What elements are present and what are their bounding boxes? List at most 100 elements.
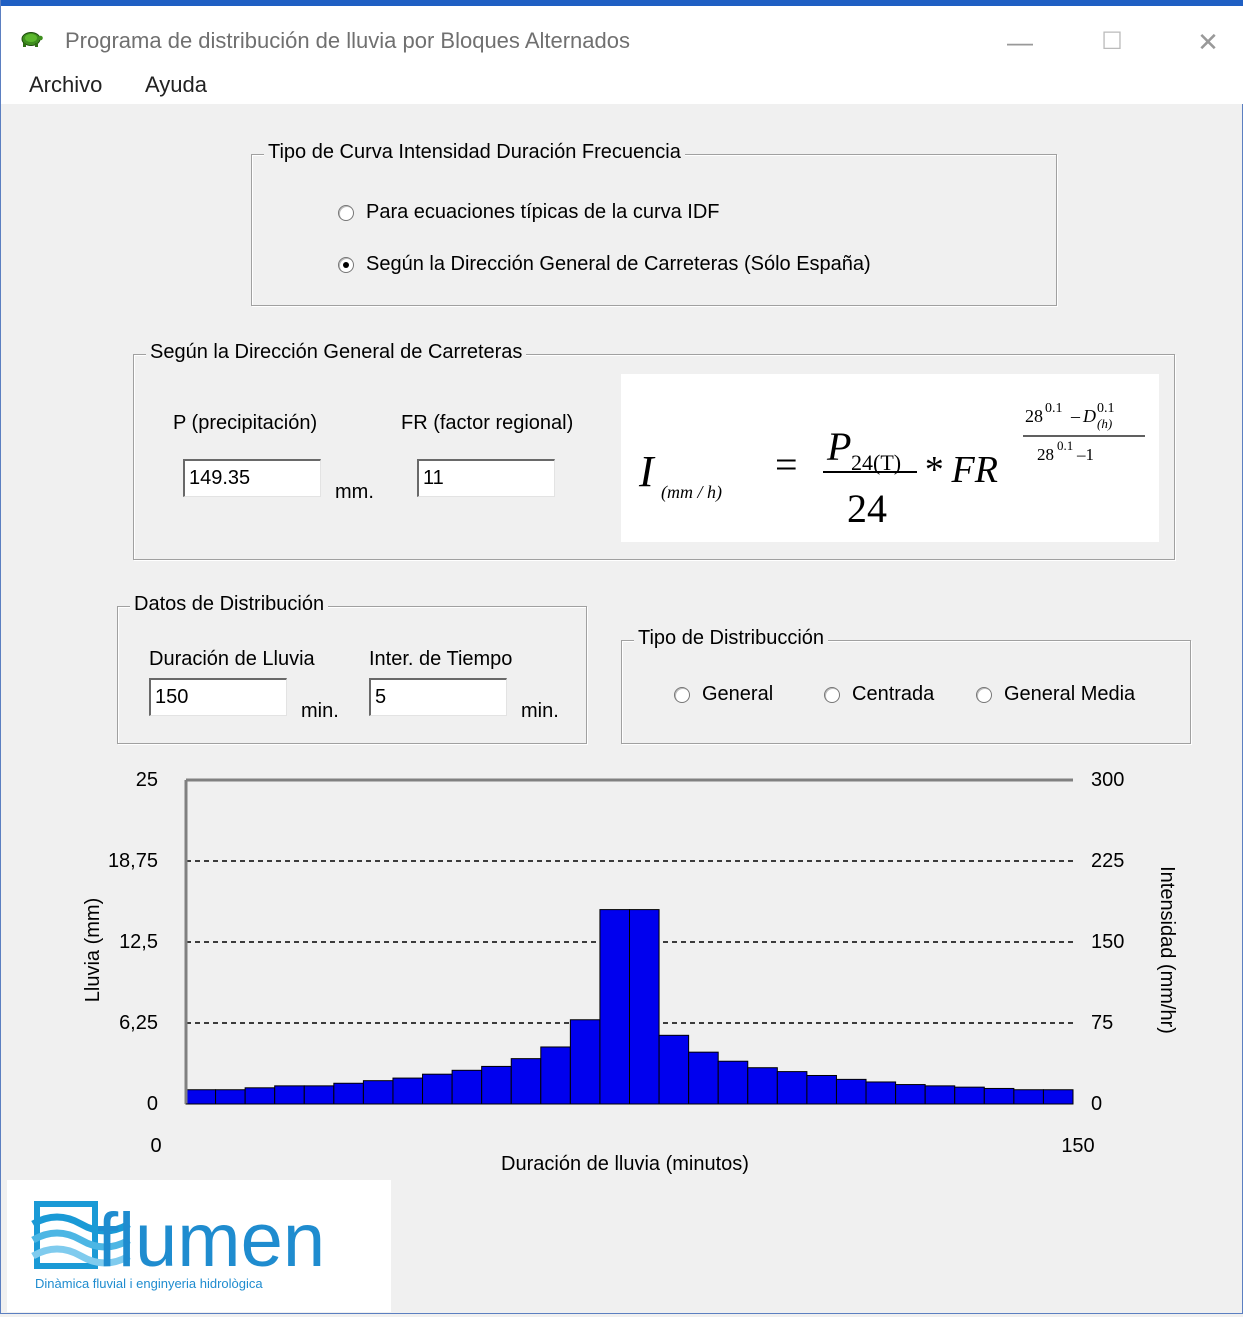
flumen-wave-icon xyxy=(31,1201,131,1269)
radio-dgc[interactable]: Según la Dirección General de Carreteras… xyxy=(338,253,871,276)
rain-bar-1 xyxy=(185,1089,217,1105)
x-tick-label: 0 xyxy=(150,1135,161,1157)
rain-bar-15 xyxy=(599,909,631,1105)
rainfall-chart: 0 6,25 12,5 18,75 25 0 75 150 225 300 0 150 Duració… xyxy=(82,769,1178,1175)
interval-label: Inter. de Tiempo xyxy=(369,648,513,670)
rain-bar-28 xyxy=(983,1087,1015,1105)
rain-bar-3 xyxy=(244,1087,276,1105)
rain-bar-13 xyxy=(540,1046,571,1105)
curve-type-group-label: Tipo de Curva Intensidad Duración Frecue… xyxy=(264,141,685,164)
rain-bar-21 xyxy=(776,1071,808,1105)
menu-archivo[interactable]: Archivo xyxy=(29,72,103,97)
formula-exp-a-sup: 0.1 xyxy=(1045,401,1063,416)
rain-bar-11 xyxy=(481,1065,512,1105)
rain-bar-19 xyxy=(717,1060,749,1105)
p-label: P (precipitación) xyxy=(173,412,318,434)
chart-bars xyxy=(185,909,1074,1105)
rain-bar-10 xyxy=(451,1069,483,1105)
minimize-button[interactable]: — xyxy=(1007,27,1033,57)
distribution-data-group-label: Datos de Distribución xyxy=(130,593,329,616)
interval-input[interactable] xyxy=(369,678,507,716)
rain-bar-5 xyxy=(303,1085,335,1105)
radio-idf-typical[interactable]: Para ecuaciones típicas de la curva IDF xyxy=(338,201,720,224)
rain-bar-22 xyxy=(806,1074,837,1105)
rain-bar-23 xyxy=(835,1078,867,1105)
rain-bar-17 xyxy=(658,1034,690,1105)
rain-bar-2 xyxy=(215,1089,246,1105)
window-title: Programa de distribución de lluvia por B… xyxy=(65,28,630,53)
flumen-logo: flumen Dinàmica fluvial i enginyeria hid… xyxy=(7,1180,391,1312)
flumen-tagline: Dinàmica fluvial i enginyeria hidrològic… xyxy=(35,1276,263,1291)
menu-bar: Archivo Ayuda xyxy=(1,64,1243,104)
left-tick-label: 12,5 xyxy=(119,931,158,953)
maximize-button[interactable]: ☐ xyxy=(1101,28,1123,55)
right-tick-label: 0 xyxy=(1091,1093,1102,1115)
radio-dgc-circle[interactable] xyxy=(338,256,354,273)
left-tick-label: 18,75 xyxy=(108,850,158,872)
right-tick-label: 150 xyxy=(1091,931,1124,953)
y-left-axis-label: Lluvia (mm) xyxy=(82,898,104,1002)
menu-ayuda[interactable]: Ayuda xyxy=(145,72,207,97)
flumen-logo-graphic: flumen Dinàmica fluvial i enginyeria hid… xyxy=(31,1198,325,1291)
duration-label: Duración de Lluvia xyxy=(149,648,315,670)
radio-general-media-label: General Media xyxy=(1004,683,1136,705)
formula-num: P xyxy=(826,424,851,469)
left-tick-label: 0 xyxy=(147,1093,158,1115)
radio-dgc-label: Según la Dirección General de Carreteras… xyxy=(366,253,871,275)
duration-input[interactable] xyxy=(149,678,287,716)
flumen-wordmark: flumen xyxy=(97,1198,325,1283)
radio-general[interactable]: General xyxy=(674,683,773,706)
rain-bar-20 xyxy=(747,1067,778,1105)
radio-general-media[interactable]: General Media xyxy=(976,683,1135,706)
curve-type-group: Tipo de Curva Intensidad Duración Frecue… xyxy=(251,141,1057,306)
radio-centrada[interactable]: Centrada xyxy=(824,683,934,706)
rain-bar-26 xyxy=(924,1085,956,1105)
chart-ticks: 0 6,25 12,5 18,75 25 0 75 150 225 300 0 150 xyxy=(108,769,1124,1157)
distribution-type-group-label: Tipo de Distribucción xyxy=(634,627,829,650)
formula-exp-den-sup: 0.1 xyxy=(1057,438,1073,453)
turtle-app-icon xyxy=(21,32,43,47)
close-button[interactable]: ✕ xyxy=(1197,27,1219,57)
radio-idf-typical-circle[interactable] xyxy=(338,204,354,221)
radio-centrada-circle[interactable] xyxy=(824,686,840,703)
rain-bar-9 xyxy=(422,1073,453,1105)
left-tick-label: 25 xyxy=(136,769,158,791)
dgc-group: Según la Dirección General de Carreteras xyxy=(133,341,1175,560)
right-tick-label: 75 xyxy=(1091,1012,1113,1034)
formula-exp-den: 28 xyxy=(1037,445,1054,464)
chart-axes xyxy=(184,778,1073,1105)
rain-bar-25 xyxy=(895,1084,926,1105)
title-bar[interactable]: Programa de distribución de lluvia por B… xyxy=(1,6,1243,64)
regional-factor-input[interactable] xyxy=(417,459,555,497)
distribution-type-group: Tipo de Distribucción General Centrada G… xyxy=(621,627,1191,744)
rain-bar-6 xyxy=(333,1082,364,1105)
formula-num-sub: 24(T) xyxy=(851,450,901,475)
dgc-group-label: Según la Dirección General de Carreteras xyxy=(146,341,527,364)
precipitation-input[interactable] xyxy=(183,459,321,497)
formula-exp-b-sub: (h) xyxy=(1097,416,1112,431)
formula-exp-b: D xyxy=(1082,406,1096,426)
interval-unit: min. xyxy=(521,700,559,722)
p-unit: mm. xyxy=(335,481,374,503)
duration-unit: min. xyxy=(301,700,339,722)
rain-bar-8 xyxy=(392,1077,424,1105)
distribution-data-group: Datos de Distribución xyxy=(117,593,587,744)
left-tick-label: 6,25 xyxy=(119,1012,158,1034)
fr-label: FR (factor regional) xyxy=(401,412,574,434)
rain-bar-29 xyxy=(1013,1089,1044,1105)
rain-bar-18 xyxy=(688,1051,719,1105)
x-tick-label: 150 xyxy=(1061,1135,1094,1157)
formula-exp-b-sup: 0.1 xyxy=(1097,401,1115,416)
radio-idf-typical-label: Para ecuaciones típicas de la curva IDF xyxy=(366,201,720,223)
rain-bar-4 xyxy=(274,1085,305,1105)
rain-bar-12 xyxy=(510,1058,542,1105)
radio-general-media-circle[interactable] xyxy=(976,686,992,703)
formula-lhs: I xyxy=(638,447,656,496)
window-top-edge xyxy=(1,0,1243,6)
formula-exp-minus: – xyxy=(1070,406,1081,426)
rain-bar-16 xyxy=(629,909,660,1105)
rain-bar-30 xyxy=(1042,1089,1074,1105)
radio-centrada-label: Centrada xyxy=(852,683,935,705)
radio-general-circle[interactable] xyxy=(674,686,690,703)
